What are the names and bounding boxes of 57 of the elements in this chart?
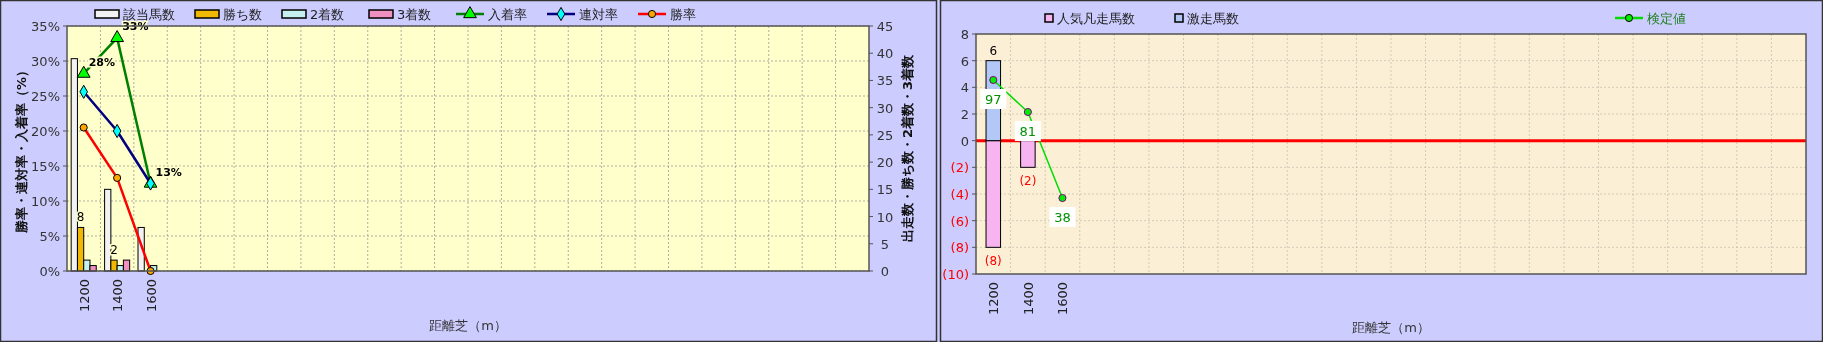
legend-label: 勝率	[670, 7, 696, 22]
y-tick-label: 5%	[39, 229, 60, 244]
y2-tick-label: 25	[876, 127, 894, 143]
y2-tick-label: 45	[876, 19, 894, 34]
data-label: 38	[1054, 210, 1071, 225]
y-tick-label: 8	[960, 27, 969, 42]
y2-tick-label: 5	[880, 236, 890, 252]
y-tick-label: 20%	[31, 124, 60, 139]
y-tick-label: 25%	[31, 89, 60, 104]
y-tick-label: 15%	[31, 159, 60, 174]
x-tick-label: 1600	[143, 279, 159, 313]
y-tick-label: (10)	[942, 267, 969, 282]
y2-tick-label: 35	[876, 73, 894, 89]
y-tick-label: 30%	[31, 54, 60, 69]
y-tick-label: 10%	[31, 194, 60, 209]
y2-tick-label: 30	[876, 100, 894, 116]
x-tick-label: 1600	[1055, 282, 1071, 316]
y2-tick-label: 20	[876, 155, 894, 171]
data-label: 33%	[122, 19, 149, 33]
legend-label: 入着率	[488, 7, 527, 22]
y-tick-label: (2)	[950, 160, 969, 176]
data-label: (2)	[1019, 174, 1037, 189]
x-tick-label: 1400	[110, 279, 126, 313]
y-tick-label: 0%	[39, 264, 60, 279]
data-label: 81	[1019, 124, 1037, 139]
y-tick-label: 0	[960, 133, 969, 149]
x-tick-label: 1400	[1020, 282, 1036, 316]
legend-label: 2着数	[310, 7, 345, 22]
y-tick-label: 35%	[31, 19, 60, 34]
y2-tick-label: 40	[876, 46, 894, 62]
data-label: 2	[110, 243, 118, 258]
legend-label: 勝ち数	[223, 7, 262, 22]
x-axis-title: 距離芝（m）	[429, 318, 507, 333]
y-tick-label: (6)	[950, 213, 969, 229]
legend-label: 該当馬数	[123, 7, 175, 22]
legend-label: 検定値	[1647, 11, 1686, 26]
y-tick-label: 4	[960, 80, 969, 96]
data-label: 97	[985, 92, 1002, 107]
y2-tick-label: 15	[876, 182, 894, 198]
y-axis-title: 勝率・連対率・入着率（%）	[14, 63, 29, 235]
x-axis-title: 距離芝（m）	[1352, 320, 1430, 335]
legend-label: 3着数	[397, 7, 432, 22]
data-label: 13%	[155, 165, 182, 179]
x-tick-label: 1200	[986, 282, 1002, 316]
y-tick-label: (8)	[950, 240, 969, 256]
legend-label: 激走馬数	[1187, 11, 1239, 26]
legend-label: 連対率	[579, 7, 618, 22]
data-label: (8)	[984, 254, 1002, 269]
data-label: 6	[989, 43, 998, 58]
y2-tick-label: 10	[876, 209, 894, 225]
y2-axis-title: 出走数・勝ち数・2着数・3着数	[900, 53, 915, 243]
y-tick-label: 6	[960, 53, 969, 69]
y-tick-label: (4)	[950, 187, 969, 202]
y-tick-label: 2	[960, 107, 969, 122]
legend-label: 人気凡走馬数	[1057, 11, 1135, 26]
y2-tick-label: 0	[880, 264, 890, 279]
x-tick-label: 1200	[76, 279, 92, 313]
